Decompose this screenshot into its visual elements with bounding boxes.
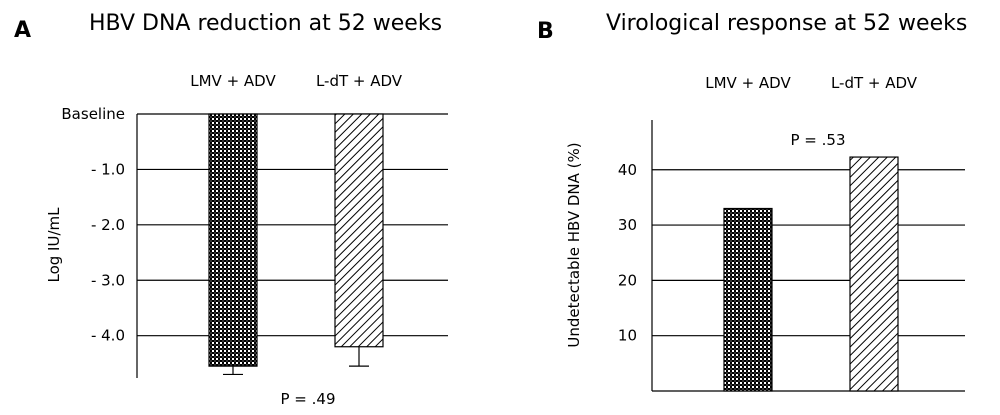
panel-a-plot-area: Baseline - 1.0 - 2.0 - 3.0 - 4.0 LMV + ADV L-d… bbox=[61, 72, 448, 378]
panel-b-plot-area: 10 20 30 40 LMV + ADV L-dT + ADV bbox=[618, 74, 965, 392]
panel-a-title: HBV DNA reduction at 52 weeks bbox=[89, 11, 442, 36]
panel-a-y-tick-label: - 2.0 bbox=[91, 216, 125, 234]
panel-a-bar-1 bbox=[208, 113, 258, 367]
panel-b-y-axis-label: Undetectable HBV DNA (%) bbox=[565, 142, 583, 347]
panel-b-p-value: P = .53 bbox=[790, 131, 845, 149]
panel-a-y-tick-label: - 3.0 bbox=[91, 271, 125, 289]
panel-b-y-tick-label: 40 bbox=[618, 161, 637, 179]
panel-b-y-tick-label: 20 bbox=[618, 271, 637, 289]
panel-b-bar-2 bbox=[849, 156, 899, 392]
panel-a-category-label-1: LMV + ADV bbox=[190, 72, 276, 90]
panel-b-category-label-2: L-dT + ADV bbox=[831, 74, 918, 92]
panel-a-bar-2 bbox=[334, 113, 384, 348]
panel-b-letter: B bbox=[537, 19, 554, 44]
panel-a-category-label-2: L-dT + ADV bbox=[316, 72, 403, 90]
panel-b-y-tick-label: 10 bbox=[618, 327, 637, 345]
panel-b-y-tick-label: 30 bbox=[618, 216, 637, 234]
panel-b-category-label-1: LMV + ADV bbox=[705, 74, 791, 92]
panel-b-bar-1 bbox=[723, 207, 773, 392]
panel-a-y-axis-label: Log IU/mL bbox=[45, 207, 63, 283]
panel-a: A HBV DNA reduction at 52 weeks Log IU/m… bbox=[14, 11, 448, 408]
panel-b-title: Virological response at 52 weeks bbox=[606, 11, 967, 36]
panel-a-y-tick-label: - 4.0 bbox=[91, 327, 125, 345]
panel-a-p-value: P = .49 bbox=[280, 390, 335, 408]
panel-b: B Virological response at 52 weeks Undet… bbox=[537, 11, 967, 392]
panel-a-y-tick-label: Baseline bbox=[61, 105, 125, 123]
panel-a-y-tick-label: - 1.0 bbox=[91, 160, 125, 178]
panel-a-letter: A bbox=[14, 18, 31, 43]
